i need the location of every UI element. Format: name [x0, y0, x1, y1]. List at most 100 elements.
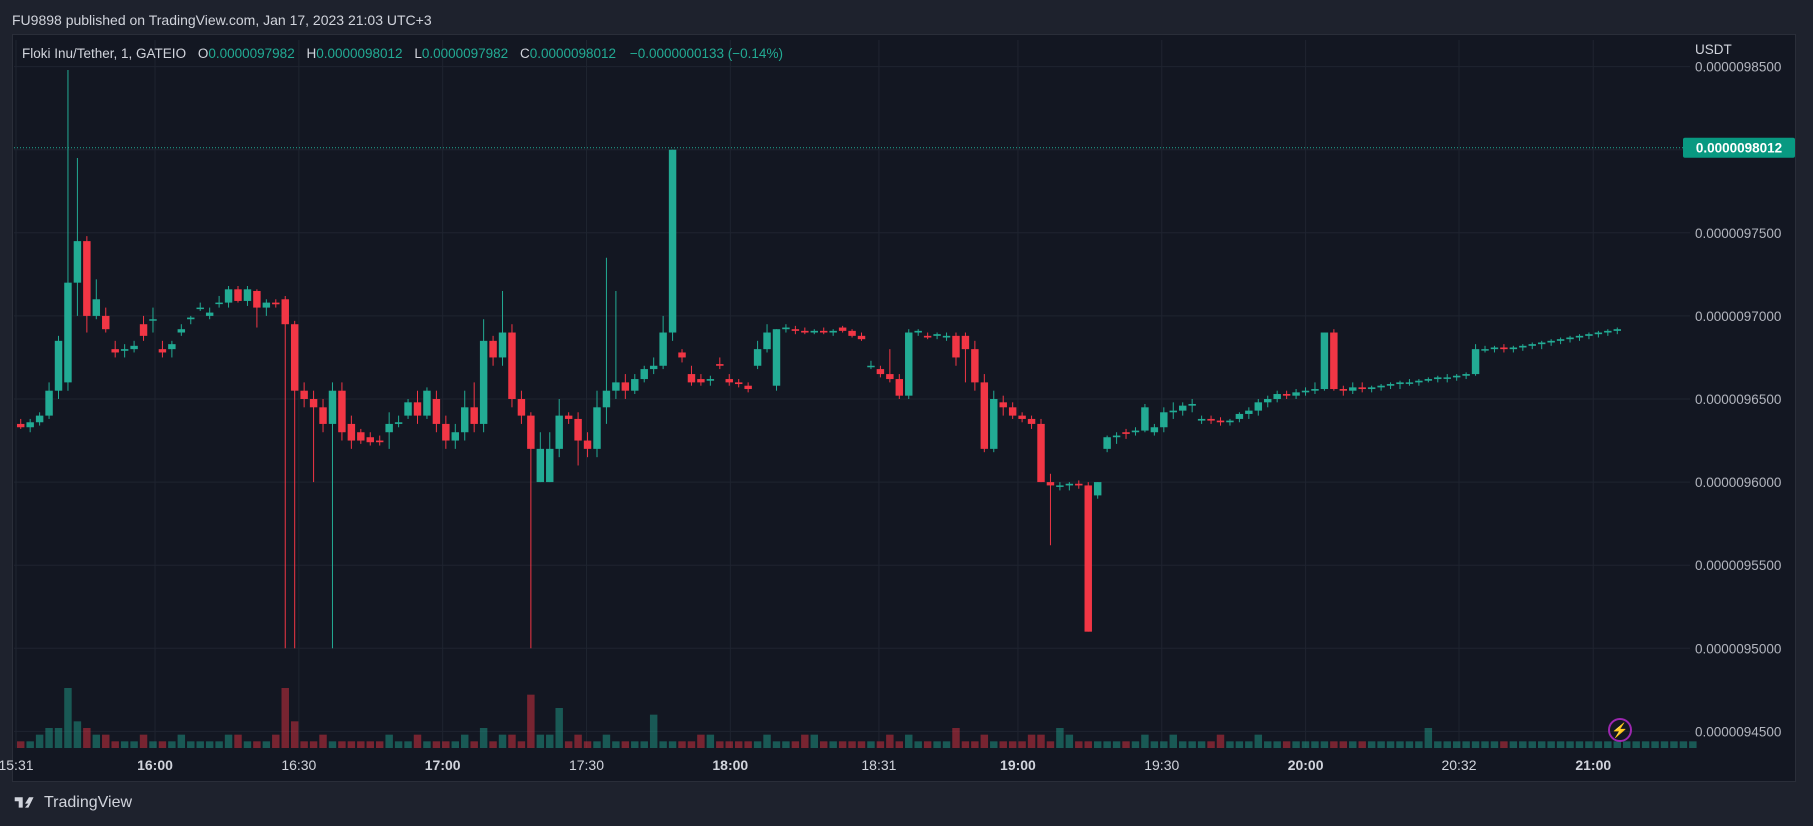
- candle-body[interactable]: [1065, 483, 1074, 486]
- candle-body[interactable]: [810, 330, 818, 333]
- candle-body[interactable]: [1519, 345, 1527, 348]
- candle-body[interactable]: [1018, 415, 1026, 419]
- candle-body[interactable]: [300, 390, 308, 399]
- candle-body[interactable]: [1566, 337, 1574, 340]
- candle-body[interactable]: [1056, 485, 1064, 487]
- candle-body[interactable]: [394, 422, 403, 424]
- candle-body[interactable]: [1141, 407, 1149, 431]
- candle-body[interactable]: [1178, 405, 1187, 411]
- candle-body[interactable]: [130, 345, 138, 350]
- candle-body[interactable]: [432, 399, 441, 424]
- candle-body[interactable]: [725, 379, 733, 383]
- candle-body[interactable]: [1169, 410, 1177, 413]
- candle-body[interactable]: [1594, 332, 1603, 335]
- candle-body[interactable]: [612, 382, 620, 391]
- candle-body[interactable]: [479, 340, 488, 424]
- candle-body[interactable]: [1367, 387, 1376, 390]
- candle-body[interactable]: [1037, 423, 1045, 483]
- candle-body[interactable]: [262, 302, 271, 308]
- symbol-name[interactable]: Floki Inu/Tether, 1, GATEIO: [22, 46, 187, 61]
- candle-body[interactable]: [328, 390, 337, 424]
- candle-body[interactable]: [215, 302, 223, 305]
- candle-body[interactable]: [139, 324, 148, 336]
- candle-body[interactable]: [1415, 380, 1423, 383]
- candle-body[interactable]: [734, 382, 743, 385]
- candle-body[interactable]: [1330, 332, 1338, 390]
- candle-body[interactable]: [290, 324, 299, 391]
- candle-body[interactable]: [536, 448, 545, 483]
- candle-body[interactable]: [876, 369, 885, 375]
- candle-body[interactable]: [158, 349, 167, 353]
- candle-body[interactable]: [1575, 335, 1584, 338]
- candle-body[interactable]: [914, 330, 922, 333]
- candle-body[interactable]: [990, 399, 998, 449]
- candle-body[interactable]: [1339, 389, 1348, 391]
- candle-body[interactable]: [1027, 418, 1036, 424]
- candle-body[interactable]: [706, 379, 715, 381]
- candle-body[interactable]: [649, 365, 658, 370]
- candle-body[interactable]: [243, 289, 252, 301]
- candle-body[interactable]: [791, 329, 800, 331]
- candle-body[interactable]: [1093, 482, 1102, 496]
- candle-body[interactable]: [17, 423, 25, 428]
- candle-body[interactable]: [583, 440, 592, 449]
- candle-body[interactable]: [508, 332, 516, 399]
- lightning-icon[interactable]: ⚡: [1608, 718, 1632, 742]
- candle-body[interactable]: [281, 299, 289, 325]
- candle-body[interactable]: [168, 344, 176, 350]
- candle-body[interactable]: [829, 330, 837, 333]
- candle-body[interactable]: [1585, 334, 1593, 336]
- candle-body[interactable]: [45, 390, 53, 416]
- candle-body[interactable]: [26, 422, 34, 428]
- candle-body[interactable]: [1500, 347, 1508, 350]
- candle-body[interactable]: [952, 335, 960, 358]
- candle-body[interactable]: [83, 241, 91, 316]
- chart-pane[interactable]: [12, 34, 1796, 782]
- candle-body[interactable]: [631, 379, 639, 391]
- candle-body[interactable]: [1358, 387, 1366, 390]
- candle-body[interactable]: [1481, 349, 1489, 351]
- candle-body[interactable]: [413, 402, 422, 416]
- candle-body[interactable]: [187, 317, 195, 320]
- candle-body[interactable]: [1452, 375, 1461, 378]
- candle-body[interactable]: [1320, 332, 1329, 390]
- candle-body[interactable]: [196, 307, 204, 310]
- candle-body[interactable]: [895, 379, 904, 396]
- candle-body[interactable]: [593, 407, 601, 449]
- candle-body[interactable]: [1112, 435, 1121, 438]
- candle-body[interactable]: [744, 385, 752, 390]
- candle-body[interactable]: [423, 390, 431, 416]
- candle-body[interactable]: [102, 315, 110, 330]
- candle-body[interactable]: [1349, 387, 1357, 391]
- candle-body[interactable]: [1386, 384, 1395, 386]
- candle-body[interactable]: [366, 437, 374, 443]
- candle-body[interactable]: [35, 415, 44, 423]
- candle-body[interactable]: [1046, 482, 1055, 486]
- candle-body[interactable]: [224, 289, 233, 303]
- candle-body[interactable]: [404, 402, 412, 416]
- candle-body[interactable]: [716, 364, 724, 366]
- candle-body[interactable]: [1556, 339, 1565, 341]
- candle-body[interactable]: [120, 349, 129, 351]
- candle-body[interactable]: [905, 332, 913, 396]
- candle-body[interactable]: [1207, 418, 1215, 421]
- candle-body[interactable]: [1282, 394, 1291, 396]
- candle-body[interactable]: [1405, 382, 1414, 384]
- candle-body[interactable]: [1471, 349, 1480, 375]
- candle-body[interactable]: [942, 335, 951, 338]
- candle-body[interactable]: [64, 282, 72, 383]
- candle-body[interactable]: [357, 432, 365, 441]
- candle-body[interactable]: [838, 327, 847, 331]
- candle-body[interactable]: [1537, 342, 1546, 345]
- candle-body[interactable]: [933, 334, 941, 336]
- candle-body[interactable]: [1462, 374, 1470, 376]
- candle-body[interactable]: [1311, 389, 1319, 391]
- candle-body[interactable]: [54, 340, 63, 391]
- candle-body[interactable]: [1613, 329, 1621, 331]
- candle-body[interactable]: [923, 335, 932, 338]
- candle-body[interactable]: [763, 332, 771, 350]
- candle-body[interactable]: [234, 289, 242, 301]
- candle-body[interactable]: [1122, 432, 1130, 434]
- candle-body[interactable]: [1075, 483, 1083, 486]
